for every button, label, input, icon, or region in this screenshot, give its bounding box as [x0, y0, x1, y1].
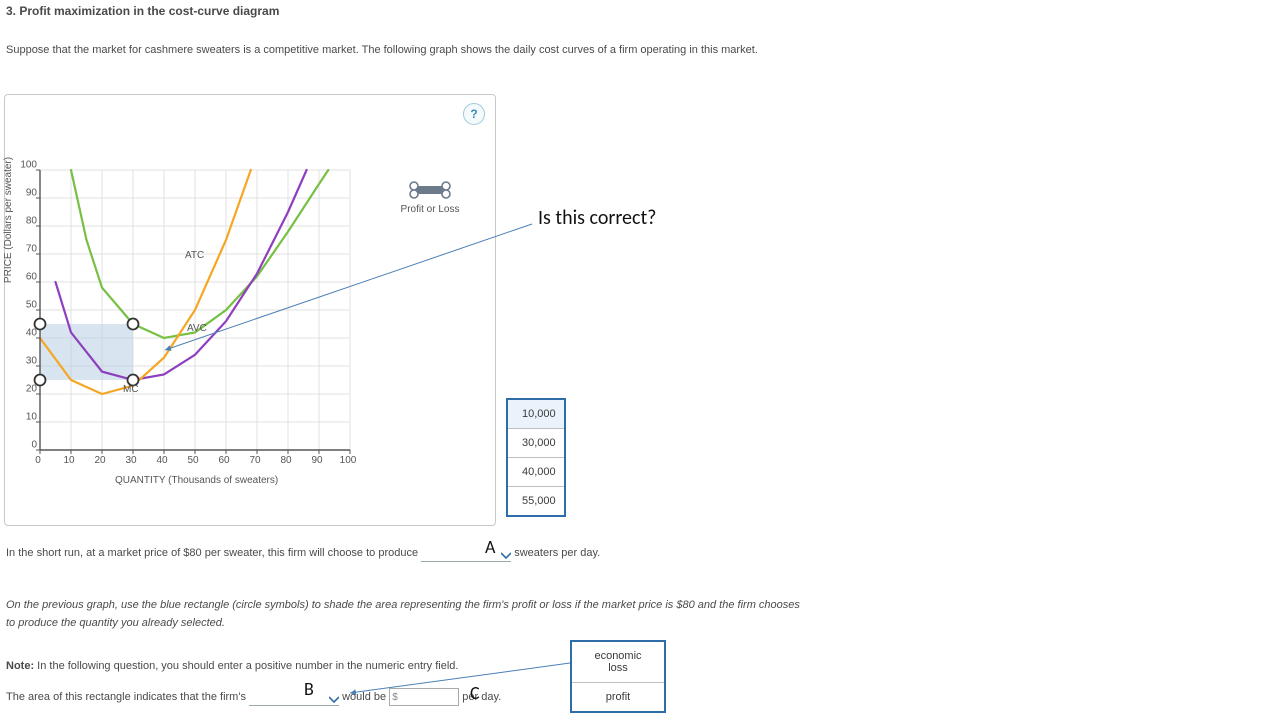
question-title: 3. Profit maximization in the cost-curve… — [6, 4, 279, 18]
dropdown-b-option[interactable]: profit — [572, 683, 664, 711]
chevron-down-icon — [501, 552, 511, 560]
q2-pre: The area of this rectangle indicates tha… — [6, 691, 246, 703]
q1-pre: In the short run, at a market price of $… — [6, 547, 418, 559]
x-tick-label: 80 — [280, 455, 291, 466]
y-tick-label: 20 — [26, 384, 37, 395]
y-tick-label: 100 — [20, 160, 37, 171]
note-text: In the following question, you should en… — [37, 660, 458, 672]
q1-line: In the short run, at a market price of $… — [6, 544, 906, 562]
plot-area[interactable] — [40, 170, 350, 450]
y-tick-label: 50 — [26, 300, 37, 311]
y-tick-label: 10 — [26, 412, 37, 423]
dropdown-b-option[interactable]: economic loss — [572, 642, 664, 683]
y-axis-label: PRICE (Dollars per sweater) — [3, 145, 14, 295]
graph-instruction: On the previous graph, use the blue rect… — [6, 596, 806, 632]
x-tick-label: 30 — [125, 455, 136, 466]
legend-profit-loss[interactable]: Profit or Loss — [390, 180, 470, 215]
y-tick-label: 90 — [26, 188, 37, 199]
dropdown-a-option[interactable]: 10,000 — [508, 400, 564, 429]
q2-line: The area of this rectangle indicates tha… — [6, 688, 906, 706]
dropdown-a-slot[interactable] — [421, 547, 511, 562]
dropdown-a-option[interactable]: 40,000 — [508, 458, 564, 487]
y-tick-label: 30 — [26, 356, 37, 367]
dropdown-a-option[interactable]: 30,000 — [508, 429, 564, 458]
q2-post: per day. — [462, 691, 501, 703]
dropdown-b-slot[interactable] — [249, 691, 339, 706]
x-tick-label: 100 — [340, 455, 357, 466]
letter-b: B — [304, 678, 314, 700]
x-tick-label: 20 — [94, 455, 105, 466]
note-line: Note: In the following question, you sho… — [6, 657, 806, 675]
intro-text: Suppose that the market for cashmere swe… — [6, 40, 766, 60]
dropdown-a-options[interactable]: 10,00030,00040,00055,000 — [506, 398, 566, 517]
legend-label: Profit or Loss — [390, 204, 470, 215]
rectangle-tool-icon — [390, 180, 470, 200]
y-tick-label: 0 — [31, 440, 37, 451]
help-icon[interactable]: ? — [463, 103, 485, 125]
y-axis-ticks: 0102030405060708090100 — [15, 165, 37, 455]
note-label: Note: — [6, 660, 34, 672]
x-tick-label: 0 — [35, 455, 41, 466]
graph-panel: ? Profit or Loss 0102030405060708090100 … — [4, 94, 496, 526]
numeric-input-c[interactable]: $ — [389, 688, 459, 706]
x-axis-label: QUANTITY (Thousands of sweaters) — [115, 475, 278, 486]
curve-label-atc: ATC — [185, 250, 204, 261]
letter-a: A — [485, 536, 495, 558]
y-tick-label: 40 — [26, 328, 37, 339]
x-tick-label: 70 — [249, 455, 260, 466]
x-tick-label: 50 — [187, 455, 198, 466]
annotation-question: Is this correct? — [538, 206, 656, 230]
x-tick-label: 40 — [156, 455, 167, 466]
x-tick-label: 10 — [63, 455, 74, 466]
curve-label-avc: AVC — [187, 323, 207, 334]
letter-c: C — [470, 682, 480, 704]
x-tick-label: 60 — [218, 455, 229, 466]
y-tick-label: 60 — [26, 272, 37, 283]
dropdown-a-option[interactable]: 55,000 — [508, 487, 564, 515]
chevron-down-icon — [329, 696, 339, 704]
q2-mid: would be — [342, 691, 386, 703]
dropdown-b-options[interactable]: economic lossprofit — [570, 640, 666, 713]
y-tick-label: 70 — [26, 244, 37, 255]
curve-label-mc: MC — [123, 384, 139, 395]
y-tick-label: 80 — [26, 216, 37, 227]
x-tick-label: 90 — [311, 455, 322, 466]
q1-post: sweaters per day. — [514, 547, 600, 559]
